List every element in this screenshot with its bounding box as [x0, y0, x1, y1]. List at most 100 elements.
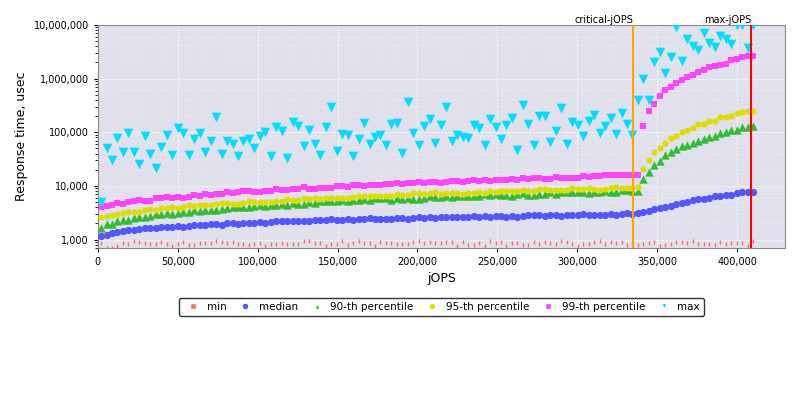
Point: [106, 212, 118, 218]
Point: [303, 199, 316, 205]
Point: [292, 240, 305, 247]
Point: [675, 58, 688, 64]
Point: [374, 182, 387, 189]
Point: [286, 119, 299, 125]
Point: [517, 187, 530, 193]
Point: [566, 185, 578, 192]
Point: [346, 196, 359, 203]
Point: [598, 172, 611, 179]
Point: [292, 197, 305, 203]
Point: [555, 238, 568, 244]
Point: [330, 147, 343, 154]
Point: [336, 183, 349, 190]
Point: [215, 206, 228, 212]
Point: [708, 62, 721, 69]
Point: [325, 184, 338, 191]
Point: [390, 215, 403, 222]
Point: [626, 184, 639, 191]
Point: [582, 174, 595, 180]
Point: [127, 149, 140, 156]
Point: [281, 202, 294, 208]
Point: [604, 239, 617, 245]
Point: [314, 240, 326, 246]
Point: [369, 242, 382, 249]
Point: [626, 132, 639, 138]
Point: [242, 198, 255, 204]
Point: [298, 142, 310, 149]
Point: [473, 192, 486, 199]
Point: [746, 188, 759, 195]
Point: [248, 241, 261, 248]
Point: [111, 200, 124, 206]
Point: [648, 206, 661, 212]
Point: [281, 240, 294, 247]
Point: [144, 151, 157, 158]
Point: [675, 238, 688, 245]
Point: [594, 189, 606, 195]
Point: [489, 189, 502, 196]
Point: [363, 141, 376, 147]
Point: [566, 188, 578, 195]
Point: [237, 204, 250, 210]
Point: [659, 70, 672, 77]
Point: [746, 108, 759, 114]
Point: [117, 217, 130, 223]
Point: [500, 191, 513, 198]
Point: [111, 228, 124, 235]
Point: [631, 210, 644, 217]
Point: [423, 178, 436, 185]
Point: [478, 176, 491, 183]
Point: [122, 208, 135, 215]
Point: [446, 194, 458, 200]
Point: [621, 187, 634, 194]
Point: [560, 238, 573, 245]
Point: [681, 36, 694, 42]
Point: [259, 187, 272, 194]
Point: [204, 207, 217, 213]
Point: [106, 202, 118, 208]
Point: [138, 214, 151, 220]
Point: [615, 185, 628, 191]
Point: [358, 183, 370, 190]
Point: [462, 214, 474, 220]
Point: [303, 186, 316, 192]
Point: [423, 239, 436, 246]
Point: [659, 140, 672, 146]
Point: [358, 196, 370, 202]
Point: [127, 238, 140, 244]
Point: [719, 241, 732, 248]
Point: [489, 240, 502, 246]
Point: [533, 112, 546, 119]
Point: [659, 204, 672, 210]
Point: [538, 176, 551, 182]
Point: [308, 240, 321, 246]
Point: [719, 36, 732, 42]
Point: [270, 124, 282, 130]
Point: [642, 208, 655, 214]
Point: [571, 121, 584, 128]
Point: [221, 220, 234, 226]
Point: [188, 222, 201, 228]
Point: [598, 241, 611, 247]
Point: [736, 22, 749, 28]
Point: [155, 224, 168, 231]
Point: [560, 141, 573, 147]
Point: [117, 228, 130, 234]
Point: [714, 130, 726, 136]
Point: [550, 174, 562, 180]
Point: [352, 182, 365, 188]
Point: [254, 133, 266, 140]
Point: [237, 219, 250, 226]
Point: [615, 239, 628, 246]
Point: [413, 179, 426, 186]
Point: [385, 192, 398, 199]
Point: [369, 195, 382, 202]
Point: [275, 187, 288, 193]
Point: [654, 144, 666, 151]
Point: [232, 153, 245, 159]
Point: [571, 186, 584, 192]
Point: [254, 202, 266, 208]
Point: [670, 24, 682, 30]
Point: [138, 198, 151, 204]
Point: [336, 216, 349, 223]
